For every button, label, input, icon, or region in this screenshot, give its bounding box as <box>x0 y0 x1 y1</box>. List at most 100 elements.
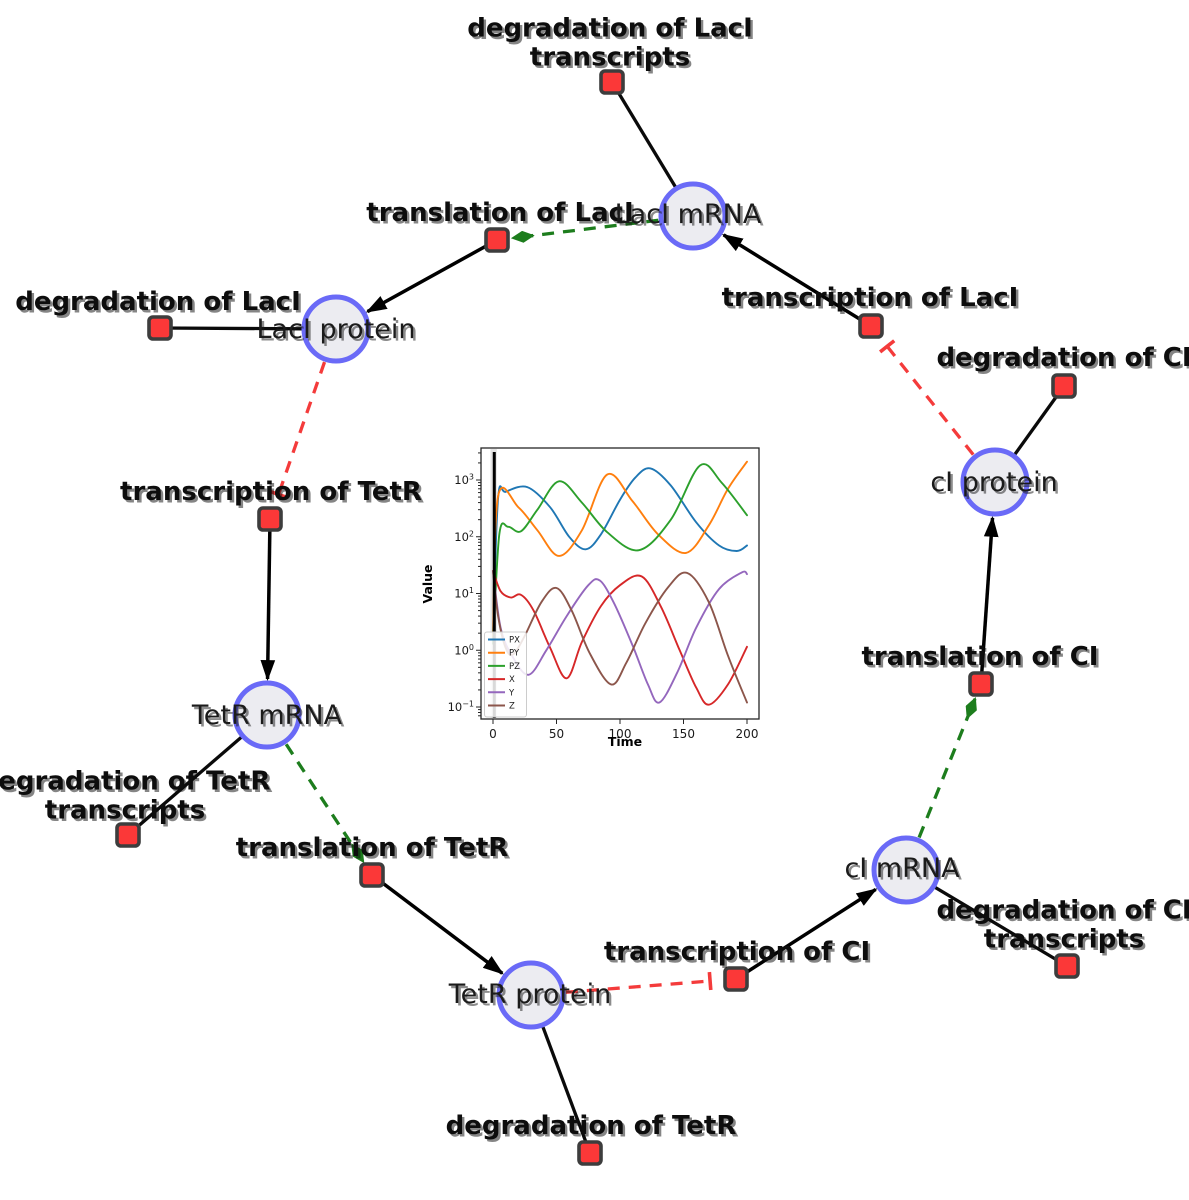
species-circle[interactable] <box>658 181 728 251</box>
nodes-layer <box>115 69 1080 1166</box>
reaction-label-deg-laci-transcripts-1: transcripts <box>530 43 690 73</box>
reaction-square[interactable] <box>257 506 283 532</box>
edge-tetr-mrna-deg-tetr-transcripts <box>126 735 244 837</box>
species-node-tetr-mrna[interactable] <box>232 680 302 750</box>
legend-label-Y: Y <box>508 688 515 698</box>
legend-label-X: X <box>509 675 515 685</box>
species-label-ci-protein: cI protein <box>930 467 1057 498</box>
consumption-edge-line <box>610 81 678 189</box>
species-label-laci-mrna-shadow: LacI mRNA <box>617 201 764 232</box>
modifier-edge-line <box>284 743 365 864</box>
species-label-laci-protein: LacI protein <box>257 314 416 345</box>
reaction-label-translation-tetr-0-shadow: translation of TetR <box>238 835 511 865</box>
legend-label-PY: PY <box>509 649 520 659</box>
reaction-label-deg-laci-transcripts-0: degradation of LacI <box>467 14 753 44</box>
reaction-square[interactable] <box>577 1140 603 1166</box>
species-node-tetr-protein[interactable] <box>496 960 566 1030</box>
reaction-label-deg-laci-transcripts-0-shadow: degradation of LacI <box>470 16 756 46</box>
edge-laci-protein-transcription-tetr <box>269 361 327 500</box>
series-X <box>492 569 748 706</box>
species-node-ci-mrna[interactable] <box>871 835 941 905</box>
reaction-label-deg-ci-transcripts-0-shadow: degradation of CI <box>939 898 1189 928</box>
reaction-square[interactable] <box>968 671 994 697</box>
reaction-square[interactable] <box>1051 373 1077 399</box>
reaction-label-translation-ci-0-shadow: translation of CI <box>864 644 1101 674</box>
reaction-label-deg-ci-transcripts-1: transcripts <box>984 925 1144 955</box>
y-tick-label-1e0: 100 <box>454 643 474 658</box>
y-tick-label-1e3: 103 <box>454 473 474 488</box>
reaction-label-deg-ci-transcripts-0: degradation of CI <box>936 896 1189 926</box>
edge-ci-protein-transcription-laci <box>879 339 975 456</box>
inhibition-edge-line <box>565 979 711 994</box>
consumption-edge-line <box>159 326 304 331</box>
reaction-square[interactable] <box>723 966 749 992</box>
reaction-node-transcription-ci[interactable] <box>723 966 749 992</box>
production-edge-line <box>375 877 504 975</box>
reaction-node-deg-laci-transcripts[interactable] <box>599 69 625 95</box>
reaction-node-deg-tetr-transcripts[interactable] <box>115 822 141 848</box>
edge-transcription-tetr-tetr-mrna <box>260 524 276 682</box>
species-circle[interactable] <box>871 835 941 905</box>
reaction-label-deg-ci-transcripts-1-shadow: transcripts <box>986 927 1146 957</box>
reaction-node-transcription-tetr[interactable] <box>257 506 283 532</box>
species-label-ci-mrna-shadow: cI mRNA <box>847 855 963 886</box>
reaction-label-deg-tetr-transcripts-0-shadow: degradation of TetR <box>0 769 273 799</box>
series-PY <box>492 460 748 640</box>
edge-tetr-mrna-translation-tetr <box>284 743 365 864</box>
legend-label-PX: PX <box>509 636 520 646</box>
timecourse-plot: 0 50 100 150 20010−1100101102103TimeValuePXP… <box>420 447 760 749</box>
reaction-square[interactable] <box>1054 953 1080 979</box>
reaction-square[interactable] <box>599 69 625 95</box>
reaction-label-transcription-laci-0-shadow: transcription of LacI <box>724 285 1021 315</box>
edge-ci-mrna-translation-ci <box>917 696 977 839</box>
reaction-square[interactable] <box>858 313 884 339</box>
inhibition-edge-line <box>885 345 975 456</box>
reaction-node-deg-ci[interactable] <box>1051 373 1077 399</box>
y-axis-title: Value <box>420 564 435 603</box>
reaction-square[interactable] <box>484 227 510 253</box>
reaction-node-deg-ci-transcripts[interactable] <box>1054 953 1080 979</box>
edge-laci-mrna-deg-laci-transcripts <box>610 81 678 189</box>
consumption-edge-line <box>540 1025 592 1154</box>
reaction-label-transcription-laci-0: transcription of LacI <box>722 283 1019 313</box>
species-circle[interactable] <box>232 680 302 750</box>
x-tick-label-200: 200 <box>736 727 759 741</box>
species-circle[interactable] <box>496 960 566 1030</box>
species-node-laci-protein[interactable] <box>301 294 371 364</box>
series-layer <box>492 460 748 706</box>
reaction-node-translation-laci[interactable] <box>484 227 510 253</box>
x-tick-label-100: 100 <box>609 727 632 741</box>
reaction-node-deg-tetr[interactable] <box>577 1140 603 1166</box>
reaction-node-translation-ci[interactable] <box>968 671 994 697</box>
reaction-square[interactable] <box>115 822 141 848</box>
reaction-label-transcription-ci-0: transcription of CI <box>604 937 870 967</box>
production-edge-line <box>260 524 276 682</box>
species-node-laci-mrna[interactable] <box>658 181 728 251</box>
reaction-label-transcription-ci-0-shadow: transcription of CI <box>606 939 872 969</box>
reaction-label-deg-ci-0: degradation of CI <box>936 343 1189 373</box>
consumption-edge-line <box>126 735 244 837</box>
species-label-tetr-protein-shadow: TetR protein <box>450 981 613 1012</box>
chart-legend: PX PY PZ XYZ <box>484 631 527 718</box>
species-node-ci-protein[interactable] <box>960 447 1030 517</box>
species-circle[interactable] <box>301 294 371 364</box>
y-tick-label-1e2: 102 <box>454 529 474 544</box>
legend-label-Z: Z <box>509 702 515 712</box>
legend-box <box>484 631 527 718</box>
reaction-node-deg-laci[interactable] <box>147 315 173 341</box>
x-tick-label-0: 0 <box>489 727 497 741</box>
reaction-label-deg-tetr-0: degradation of TetR <box>446 1111 737 1141</box>
species-circle[interactable] <box>960 447 1030 517</box>
reaction-label-translation-laci-0-shadow: translation of LacI <box>369 200 636 230</box>
species-label-tetr-protein: TetR protein <box>448 979 611 1010</box>
reaction-square[interactable] <box>359 862 385 888</box>
reaction-square[interactable] <box>147 315 173 341</box>
reaction-node-translation-tetr[interactable] <box>359 862 385 888</box>
reaction-label-translation-tetr-0: translation of TetR <box>236 833 509 863</box>
production-edge-line <box>365 241 493 314</box>
reaction-node-transcription-laci[interactable] <box>858 313 884 339</box>
edge-transcription-laci-laci-mrna <box>721 233 867 325</box>
